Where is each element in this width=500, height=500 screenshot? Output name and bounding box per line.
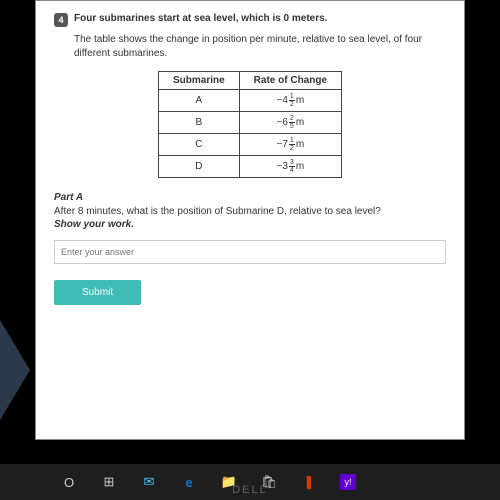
question-number-badge: 4 xyxy=(54,13,68,27)
question-subtext: The table shows the change in position p… xyxy=(74,33,446,61)
submit-button[interactable]: Submit xyxy=(54,280,141,305)
fraction: 25 xyxy=(289,115,295,130)
col-submarine: Submarine xyxy=(158,72,239,90)
question-heading: Four submarines start at sea level, whic… xyxy=(74,13,327,24)
col-rate: Rate of Change xyxy=(239,72,341,90)
table-header-row: Submarine Rate of Change xyxy=(158,72,341,90)
question-content: 4 Four submarines start at sea level, wh… xyxy=(36,1,464,317)
app-window: 4 Four submarines start at sea level, wh… xyxy=(35,0,465,440)
table-row: A −412m xyxy=(158,90,341,112)
office-icon[interactable]: ❚ xyxy=(300,473,318,491)
answer-input[interactable] xyxy=(54,240,446,264)
mail-icon[interactable]: ✉ xyxy=(140,473,158,491)
unit: m xyxy=(296,95,304,106)
unit: m xyxy=(296,117,304,128)
unit: m xyxy=(296,161,304,172)
desktop: 4 Four submarines start at sea level, wh… xyxy=(0,0,500,500)
brand-label: DELL xyxy=(232,484,268,496)
yahoo-icon[interactable]: y! xyxy=(340,474,356,490)
whole: −6 xyxy=(277,117,288,128)
fraction: 12 xyxy=(289,137,295,152)
taskview-icon[interactable]: ⊞ xyxy=(100,473,118,491)
table-row: D −334m xyxy=(158,156,341,178)
table-row: B −625m xyxy=(158,112,341,134)
show-work-label: Show your work. xyxy=(54,219,446,230)
sub-cell: A xyxy=(158,90,239,112)
sub-cell: C xyxy=(158,134,239,156)
unit: m xyxy=(296,139,304,150)
rate-table: Submarine Rate of Change A −412m B −625m… xyxy=(158,71,342,178)
edge-icon[interactable]: e xyxy=(180,473,198,491)
wallpaper-shape xyxy=(0,320,30,420)
sub-cell: D xyxy=(158,156,239,178)
whole: −3 xyxy=(277,161,288,172)
fraction: 34 xyxy=(289,159,295,174)
sub-cell: B xyxy=(158,112,239,134)
part-a-text: After 8 minutes, what is the position of… xyxy=(54,206,446,217)
whole: −4 xyxy=(277,95,288,106)
part-a-label: Part A xyxy=(54,192,446,203)
fraction: 12 xyxy=(289,93,295,108)
cortana-icon[interactable]: O xyxy=(60,473,78,491)
whole: −7 xyxy=(277,139,288,150)
rate-cell: −625m xyxy=(239,112,341,134)
rate-cell: −334m xyxy=(239,156,341,178)
table-row: C −712m xyxy=(158,134,341,156)
rate-cell: −412m xyxy=(239,90,341,112)
question-header: 4 Four submarines start at sea level, wh… xyxy=(54,13,446,27)
rate-cell: −712m xyxy=(239,134,341,156)
